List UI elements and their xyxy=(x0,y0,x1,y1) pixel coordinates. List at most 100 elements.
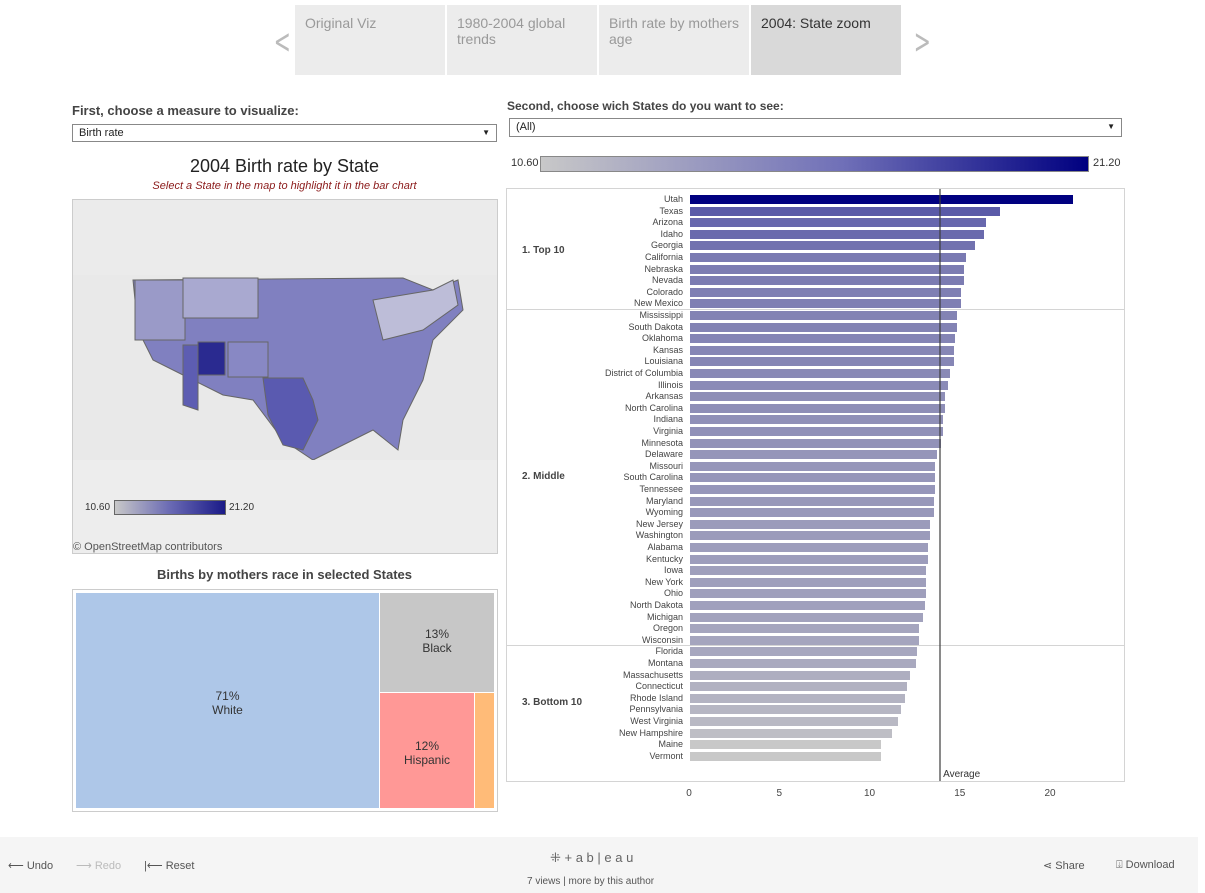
state-bar[interactable] xyxy=(690,345,954,355)
race: Hispanic xyxy=(403,753,451,767)
state-bar[interactable] xyxy=(690,322,958,332)
state-bar[interactable] xyxy=(690,334,956,344)
state-label: Mississippi xyxy=(639,310,683,320)
state-bar[interactable] xyxy=(690,195,1073,204)
states-value: (All) xyxy=(516,121,536,133)
state-bar[interactable] xyxy=(690,728,893,738)
treemap-hispanic[interactable]: 12% Hispanic xyxy=(380,693,474,808)
tableau-logo[interactable]: ⁜ + a b | e a u xyxy=(550,850,633,866)
state-label: Maine xyxy=(658,739,683,750)
treemap-other[interactable] xyxy=(475,693,494,808)
undo-button[interactable]: ⟵ Undo xyxy=(8,859,53,872)
redo-button[interactable]: ⟶ Redo xyxy=(76,859,121,872)
next-tab-arrow-icon[interactable]: > xyxy=(913,22,931,62)
state-bar[interactable] xyxy=(690,682,907,692)
tab-global-trends[interactable]: 1980-2004 global trends xyxy=(447,5,597,75)
birth-rate-bar-chart[interactable]: Utah Texas Arizona Idaho Georgia California Ne… xyxy=(506,188,1125,782)
group-divider xyxy=(507,309,1124,310)
state-bar[interactable] xyxy=(690,241,976,251)
state-bar[interactable] xyxy=(690,253,967,262)
state-bar[interactable] xyxy=(690,554,929,564)
prev-tab-arrow-icon[interactable]: < xyxy=(273,22,291,62)
state-bar[interactable] xyxy=(690,543,929,552)
state-bar[interactable] xyxy=(690,519,931,529)
map-legend-gradient xyxy=(114,500,226,515)
tab-original-viz[interactable]: Original Viz xyxy=(295,5,445,75)
state-label: Georgia xyxy=(650,240,683,251)
state-bar[interactable] xyxy=(690,206,1001,216)
state-label: Wisconsin xyxy=(641,634,683,645)
state-bar[interactable] xyxy=(690,612,923,622)
treemap-white[interactable]: 71% White xyxy=(76,593,379,808)
state-bar[interactable] xyxy=(690,287,961,297)
state-bar[interactable] xyxy=(690,740,882,750)
state-bar[interactable] xyxy=(690,531,931,541)
state-bar[interactable] xyxy=(690,229,985,239)
state-bar[interactable] xyxy=(690,369,950,378)
download-button[interactable]: ⍗ Download xyxy=(1116,859,1175,872)
tab-state-zoom[interactable]: 2004: State zoom xyxy=(751,5,901,75)
state-bar[interactable] xyxy=(690,566,927,576)
state-bar[interactable] xyxy=(690,357,954,367)
state-bar[interactable] xyxy=(690,751,882,761)
race: Black xyxy=(422,641,452,655)
texas-state[interactable] xyxy=(262,377,319,451)
pct: 12% xyxy=(414,739,440,753)
states-label: Second, choose wich States do you want t… xyxy=(507,99,784,113)
state-bar[interactable] xyxy=(690,311,958,320)
legend-max: 21.20 xyxy=(1093,157,1121,169)
share-button[interactable]: ⋖ Share xyxy=(1043,859,1085,872)
state-bar[interactable] xyxy=(690,461,936,471)
state-label: Illinois xyxy=(657,379,683,390)
state-label: Minnesota xyxy=(641,437,683,448)
state-bar[interactable] xyxy=(690,450,938,460)
state-bar[interactable] xyxy=(690,601,925,610)
state-bar[interactable] xyxy=(690,635,920,645)
state-label: New Jersey xyxy=(635,518,683,529)
race-treemap[interactable]: 71% White 13% Black 12% Hispanic xyxy=(72,589,498,812)
legend-min: 10.60 xyxy=(511,157,539,169)
state-bar[interactable] xyxy=(690,427,943,436)
state-bar[interactable] xyxy=(690,380,949,390)
state-bar[interactable] xyxy=(690,415,943,425)
state-bar[interactable] xyxy=(690,485,936,494)
state-bar[interactable] xyxy=(690,659,916,668)
more-by-author-link[interactable]: more by this author xyxy=(568,876,655,887)
state-bar[interactable] xyxy=(690,392,945,402)
state-bar[interactable] xyxy=(690,496,934,506)
state-label: Oregon xyxy=(652,623,683,634)
state-map[interactable]: 10.60 21.20 © OpenStreetMap contributors xyxy=(72,199,498,554)
state-bar[interactable] xyxy=(690,276,965,286)
state-bar[interactable] xyxy=(690,218,987,228)
state-label: Kansas xyxy=(652,344,683,355)
x-tick-label: 20 xyxy=(1044,788,1056,799)
state-bar[interactable] xyxy=(690,705,902,715)
state-bar[interactable] xyxy=(690,647,918,657)
state-bar[interactable] xyxy=(690,693,905,703)
state-bar[interactable] xyxy=(690,403,945,413)
average-label: Average xyxy=(943,769,981,780)
state-bar[interactable] xyxy=(690,670,911,680)
measure-dropdown[interactable]: Birth rate ▼ xyxy=(72,124,497,142)
state-bar[interactable] xyxy=(690,473,936,483)
state-bar[interactable] xyxy=(690,717,898,726)
state-bar[interactable] xyxy=(690,438,941,448)
map-attribution[interactable]: © OpenStreetMap contributors xyxy=(73,541,223,553)
state-bar[interactable] xyxy=(690,577,927,587)
state-bar[interactable] xyxy=(690,624,920,634)
tab-mothers-age[interactable]: Birth rate by mothers age xyxy=(599,5,749,75)
average-reference-line[interactable] xyxy=(939,189,942,781)
footer-meta: 7 views | more by this author xyxy=(527,876,655,887)
state-bar[interactable] xyxy=(690,264,965,274)
state-bar[interactable] xyxy=(690,589,927,599)
states-dropdown[interactable]: (All) ▼ xyxy=(509,118,1122,137)
chevron-down-icon: ▼ xyxy=(482,128,490,137)
state-bar[interactable] xyxy=(690,299,961,309)
state-label: Texas xyxy=(659,205,683,216)
state-bar[interactable] xyxy=(690,508,934,518)
state-label: Florida xyxy=(655,646,683,657)
reset-button[interactable]: |⟵ Reset xyxy=(144,859,194,872)
share-icon: ⋖ xyxy=(1043,860,1056,872)
utah-state[interactable] xyxy=(197,341,226,376)
treemap-black[interactable]: 13% Black xyxy=(380,593,494,692)
